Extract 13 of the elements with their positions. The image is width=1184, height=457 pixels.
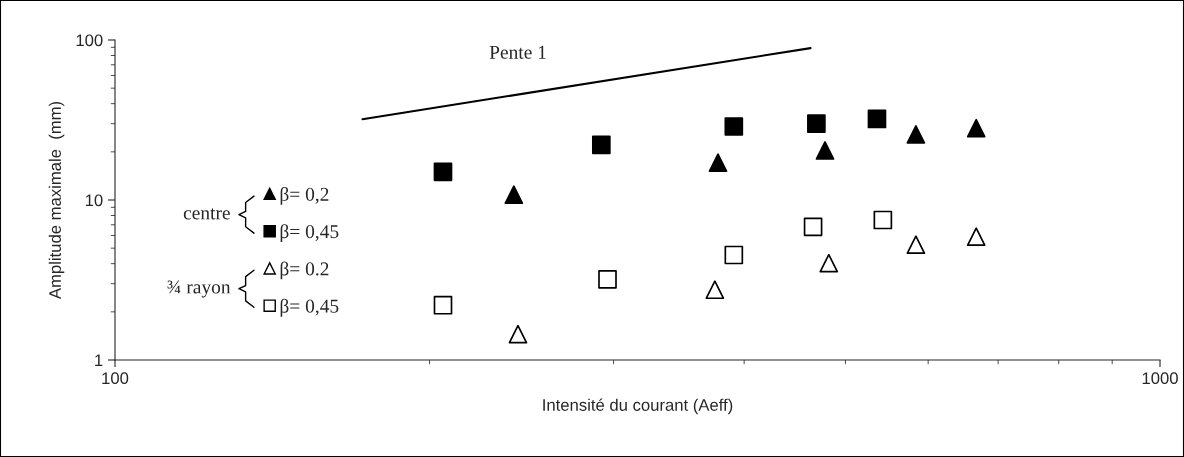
x-tick-label: 1000 <box>1142 372 1178 385</box>
x-axis-title: Intensité du courant (Aeff) <box>543 398 733 415</box>
annotation: centre <box>183 208 230 220</box>
y-tick-label: 10 <box>85 194 103 207</box>
y-tick-label: 100 <box>76 34 103 47</box>
legend-label: β= 0,2 <box>280 186 329 205</box>
legend-label: β= 0,45 <box>280 298 339 317</box>
y-tick-label: 1 <box>95 354 103 367</box>
annotation: ¾ rayon <box>167 280 231 298</box>
legend-label: β= 0,45 <box>280 224 339 243</box>
y-axis-title: Amplitude maximale (mm) <box>48 101 65 300</box>
legend-label: β= 0.2 <box>280 261 329 280</box>
series-label: Pente 1 <box>489 45 546 59</box>
